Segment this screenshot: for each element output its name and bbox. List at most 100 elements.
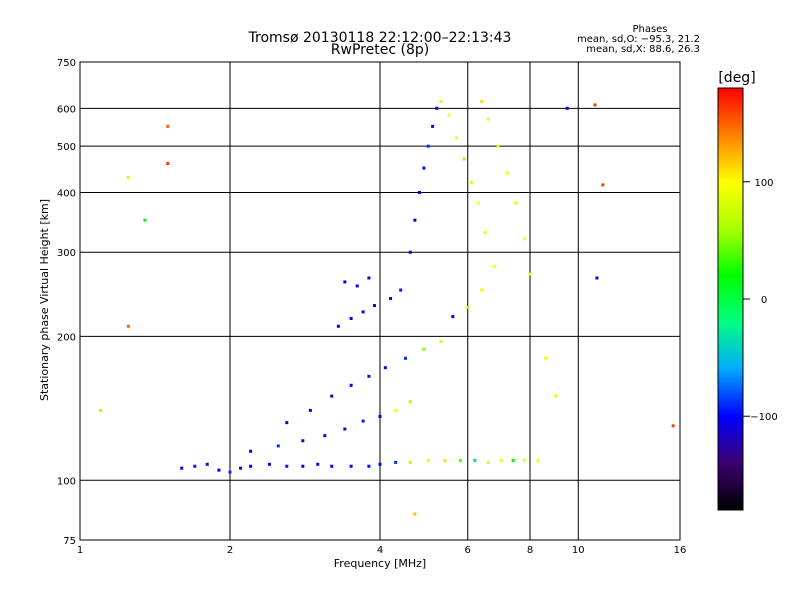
scatter-point (355, 284, 359, 288)
x-tick-label: 8 (527, 545, 533, 556)
colorbar-tick-label: 100 (754, 178, 773, 189)
scatter-point (553, 394, 557, 398)
scatter-point (422, 347, 426, 351)
x-tick-label: 4 (377, 545, 383, 556)
scatter-point (399, 288, 403, 292)
y-tick-label: 400 (57, 188, 76, 199)
grid-lines (80, 62, 680, 540)
scatter-point (267, 462, 271, 466)
scatter-point (193, 464, 197, 468)
colorbar-tick-label: −100 (750, 412, 777, 423)
scatter-point (394, 460, 398, 464)
scatter-point (483, 230, 487, 234)
scatter-point (486, 460, 490, 464)
scatter-point (408, 400, 412, 404)
scatter-point (285, 421, 289, 425)
scatter-point (413, 218, 417, 222)
scatter-point (413, 512, 417, 516)
phases-line-o: mean, sd,O: −95.3, 21.2 (577, 34, 700, 45)
scatter-point (126, 324, 130, 328)
scatter-point (544, 356, 548, 360)
scatter-points (99, 100, 675, 516)
scatter-point (422, 166, 426, 170)
scatter-point (455, 136, 459, 140)
scatter-point (443, 458, 447, 462)
scatter-point (389, 297, 393, 301)
scatter-point (349, 383, 353, 387)
x-tick-labels: 1 2 4 6 8 10 16 (77, 545, 687, 556)
scatter-point (595, 276, 599, 280)
scatter-point (367, 374, 371, 378)
scatter-point (143, 218, 147, 222)
scatter-point (228, 470, 232, 474)
scatter-point (565, 106, 569, 110)
scatter-point (408, 250, 412, 254)
scatter-point (593, 103, 597, 107)
scatter-point (514, 201, 518, 205)
scatter-point (99, 408, 103, 412)
scatter-point (367, 276, 371, 280)
scatter-point (447, 113, 451, 117)
y-tick-label: 300 (57, 248, 76, 259)
scatter-point (466, 305, 470, 309)
scatter-point (217, 468, 221, 472)
scatter-point (431, 124, 435, 128)
scatter-point (480, 288, 484, 292)
scatter-point (403, 356, 407, 360)
scatter-point (439, 340, 443, 344)
scatter-point (323, 434, 327, 438)
scatter-point (249, 464, 253, 468)
scatter-point (499, 458, 503, 462)
scatter-point (276, 444, 280, 448)
scatter-point (308, 408, 312, 412)
scatter-point (239, 466, 243, 470)
phases-title: Phases (632, 24, 667, 35)
scatter-point (408, 460, 412, 464)
scatter-point (126, 175, 130, 179)
scatter-point (383, 366, 387, 370)
x-tick-label: 10 (572, 545, 585, 556)
y-tick-labels: 75 100 200 300 400 500 600 750 (57, 58, 76, 547)
phases-line-x: mean, sd,X: 88.6, 26.3 (586, 44, 700, 55)
scatter-point (301, 439, 305, 443)
colorbar-ticks: 100 0 −100 (743, 178, 778, 423)
scatter-point (361, 419, 365, 423)
colorbar (717, 87, 744, 511)
y-tick-label: 750 (57, 58, 76, 69)
scatter-point (316, 462, 320, 466)
scatter-point (511, 458, 515, 462)
scatter-point (480, 100, 484, 104)
scatter-point (486, 117, 490, 121)
scatter-point (349, 316, 353, 320)
scatter-point (336, 324, 340, 328)
scatter-point (469, 180, 473, 184)
scatter-point (373, 304, 377, 308)
scatter-point (330, 464, 334, 468)
scatter-point (166, 124, 170, 128)
scatter-point (378, 462, 382, 466)
scatter-point (249, 449, 253, 453)
colorbar-tick-label: 0 (761, 295, 767, 306)
scatter-point (394, 408, 398, 412)
x-tick-label: 2 (227, 545, 233, 556)
y-tick-label: 500 (57, 142, 76, 153)
scatter-point (671, 424, 675, 428)
scatter-point (426, 144, 430, 148)
scatter-point (493, 265, 497, 269)
scatter-point (285, 464, 289, 468)
scatter-point (343, 280, 347, 284)
scatter-point (439, 100, 443, 104)
scatter-point (361, 310, 365, 314)
scatter-point (343, 427, 347, 431)
scatter-point (435, 106, 439, 110)
scatter-point (473, 458, 477, 462)
scatter-point (528, 272, 532, 276)
scatter-point (523, 458, 527, 462)
scatter-point (180, 466, 184, 470)
scatter-point (476, 201, 480, 205)
scatter-point (462, 157, 466, 161)
chart-title: Tromsø 20130118 22:12:00–22:13:43 (248, 30, 512, 46)
x-tick-label: 1 (77, 545, 83, 556)
x-tick-label: 16 (674, 545, 687, 556)
